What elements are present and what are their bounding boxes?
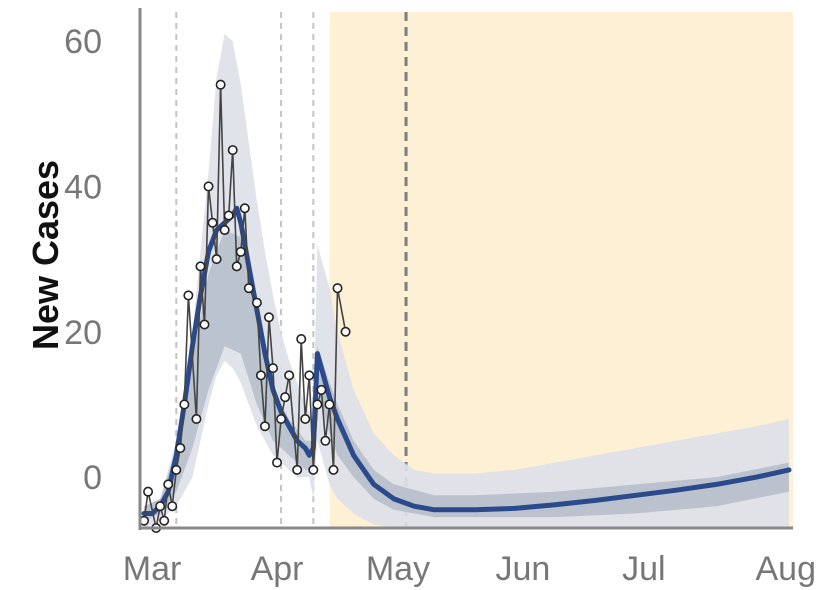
observed-point <box>312 399 323 410</box>
observed-point <box>251 297 262 308</box>
y-tick-label: 40 <box>64 168 102 206</box>
y-tick-label: 0 <box>83 459 102 497</box>
observed-point <box>320 435 331 446</box>
observed-point <box>292 464 303 475</box>
observed-point <box>308 464 319 475</box>
x-tick-label: Apr <box>251 550 304 588</box>
observed-point <box>332 283 343 294</box>
observed-point <box>284 370 295 381</box>
observed-point <box>304 370 315 381</box>
observed-point <box>171 464 182 475</box>
observed-point <box>328 464 339 475</box>
observed-point <box>179 399 190 410</box>
observed-point <box>235 246 246 257</box>
observed-point <box>272 457 283 468</box>
observed-point <box>191 413 202 424</box>
observed-point <box>300 413 311 424</box>
observed-point <box>175 443 186 454</box>
y-tick-label: 60 <box>64 23 102 61</box>
x-tick-label: May <box>366 550 430 588</box>
observed-point <box>340 326 351 337</box>
observed-point <box>215 79 226 90</box>
observed-point <box>183 290 194 301</box>
axes-layer: 0 20 40 60 Mar Apr May Jun Jul Aug <box>64 8 816 588</box>
observed-point <box>243 283 254 294</box>
observed-point <box>219 225 230 236</box>
y-tick-label: 20 <box>64 314 102 352</box>
observed-layer <box>139 79 351 533</box>
observed-point <box>207 217 218 228</box>
observed-point <box>155 501 166 512</box>
observed-point <box>268 363 279 374</box>
observed-point <box>167 501 178 512</box>
observed-point <box>223 210 234 221</box>
observed-point <box>255 370 266 381</box>
observed-point <box>239 203 250 214</box>
observed-point <box>195 261 206 272</box>
y-axis-label: New Cases <box>25 160 66 350</box>
observed-point <box>280 392 291 403</box>
observed-point <box>231 261 242 272</box>
observed-point <box>296 334 307 345</box>
observed-point <box>263 312 274 323</box>
observed-point <box>163 479 174 490</box>
observed-point <box>259 421 270 432</box>
observed-point <box>143 486 154 497</box>
observed-point <box>199 319 210 330</box>
x-tick-label: Jul <box>622 550 665 588</box>
observed-point <box>324 399 335 410</box>
observed-point <box>227 145 238 156</box>
x-tick-label: Mar <box>123 550 182 588</box>
x-tick-label: Jun <box>496 550 551 588</box>
observed-point <box>211 254 222 265</box>
observed-point <box>159 515 170 526</box>
x-tick-label: Aug <box>756 550 817 588</box>
observed-point <box>203 181 214 192</box>
observed-point <box>316 384 327 395</box>
observed-line <box>143 84 347 529</box>
background-layer <box>175 12 793 528</box>
observed-point <box>276 413 287 424</box>
